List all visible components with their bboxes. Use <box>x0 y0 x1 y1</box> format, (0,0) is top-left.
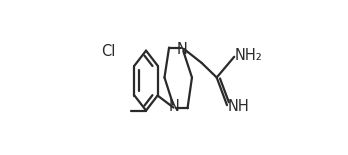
Text: Cl: Cl <box>101 44 116 59</box>
Text: N: N <box>169 99 180 114</box>
Text: N: N <box>177 42 188 57</box>
Text: NH₂: NH₂ <box>235 48 263 63</box>
Text: NH: NH <box>228 99 250 114</box>
